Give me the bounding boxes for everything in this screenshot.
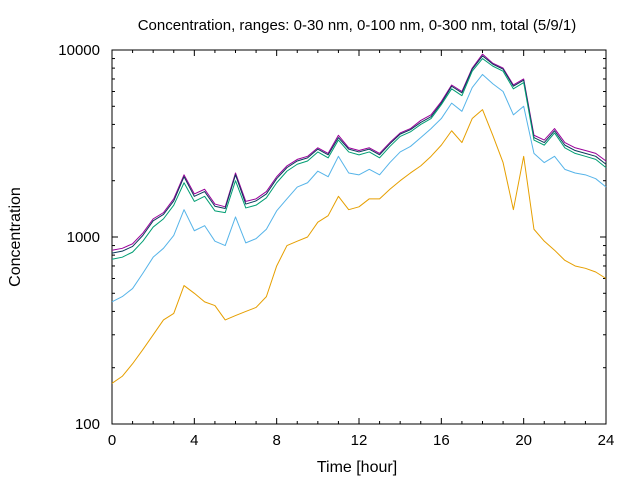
y-tick-label: 100: [75, 416, 100, 433]
x-tick-label: 24: [598, 432, 615, 449]
series-line-1: [111, 53, 607, 251]
plot-area: [111, 49, 607, 425]
series-line-5: [111, 109, 607, 384]
x-axis-label: Time [hour]: [317, 459, 397, 476]
x-tick-label: 0: [108, 432, 116, 449]
series-line-2: [111, 55, 607, 254]
series-line-3: [111, 58, 607, 260]
x-tick-label: 4: [190, 432, 198, 449]
x-tick-label: 12: [351, 432, 368, 449]
y-tick-label: 1000: [67, 229, 100, 246]
series-line-4: [111, 73, 607, 303]
y-tick-label: 10000: [58, 42, 100, 59]
x-tick-label: 20: [515, 432, 532, 449]
x-tick-label: 16: [433, 432, 450, 449]
chart-title: Concentration, ranges: 0-30 nm, 0-100 nm…: [138, 17, 577, 34]
axis-ticks: 0 4 8 12 16 20 24 100 1000 10000: [58, 42, 614, 449]
y-axis-label: Concentration: [7, 187, 24, 287]
plot-frame: [111, 49, 607, 425]
x-tick-label: 8: [272, 432, 280, 449]
series-layer: [111, 53, 607, 384]
